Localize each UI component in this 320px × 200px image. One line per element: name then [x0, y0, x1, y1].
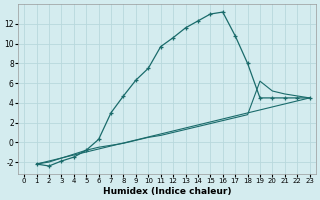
X-axis label: Humidex (Indice chaleur): Humidex (Indice chaleur) — [103, 187, 231, 196]
